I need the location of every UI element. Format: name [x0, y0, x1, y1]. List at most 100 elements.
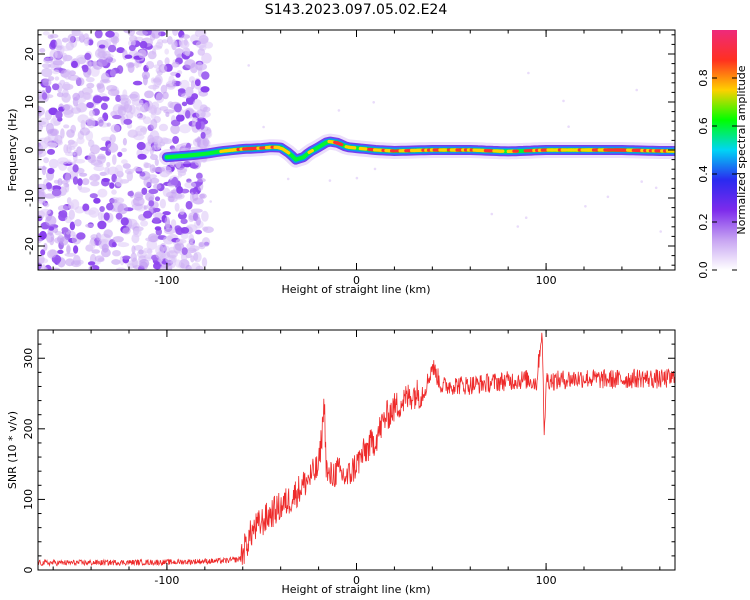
- noise-speckle: [204, 41, 213, 49]
- noise-speckle: [52, 69, 60, 75]
- noise-speckle: [115, 94, 122, 102]
- noise-speckle: [162, 91, 169, 100]
- noise-speckle: [112, 154, 117, 166]
- noise-speckle: [47, 34, 54, 39]
- noise-speckle: [61, 37, 69, 43]
- noise-speckle: [182, 47, 191, 55]
- noise-speckle: [148, 188, 159, 194]
- noise-speckle: [82, 178, 90, 186]
- noise-speckle: [170, 119, 181, 127]
- spectrogram-y-label: Frequency (Hz): [6, 109, 19, 192]
- noise-speckle: [184, 181, 197, 189]
- noise-speckle: [195, 216, 201, 226]
- noise-speckle: [120, 217, 129, 226]
- noise-speckle: [96, 153, 107, 164]
- noise-speckle: [145, 61, 155, 69]
- noise-speckle: [76, 57, 86, 64]
- ridge-peak: [335, 141, 344, 147]
- noise-speckle: [184, 59, 196, 69]
- noise-speckle: [160, 137, 169, 144]
- noise-speckle: [38, 255, 45, 264]
- noise-speckle: [106, 122, 112, 127]
- noise-speckle: [179, 79, 190, 90]
- noise-speckle: [45, 182, 53, 190]
- noise-speckle: [153, 183, 162, 190]
- noise-speckle: [190, 208, 203, 213]
- noise-speckle: [200, 131, 206, 139]
- noise-speckle: [59, 79, 66, 86]
- noise-speckle: [93, 197, 101, 204]
- noise-speckle: [172, 136, 180, 144]
- noise-speckle: [143, 176, 153, 188]
- noise-speckle: [203, 106, 211, 113]
- noise-speckle: [163, 235, 174, 245]
- noise-speckle: [164, 227, 176, 235]
- noise-speckle: [101, 136, 113, 142]
- snr-panel: -100 0 100 0 100 200 300 Height of straight li…: [6, 329, 676, 596]
- noise-speckle: [112, 236, 124, 243]
- noise-speckle: [337, 109, 341, 112]
- noise-speckle: [201, 237, 211, 248]
- noise-speckle: [175, 238, 187, 244]
- noise-speckle: [127, 259, 140, 266]
- noise-speckle: [185, 200, 193, 210]
- noise-speckle: [524, 216, 528, 219]
- noise-speckle: [88, 239, 96, 250]
- colorbar-ticks: 0.0 0.2 0.4 0.6 0.8: [697, 69, 737, 279]
- noise-speckle: [155, 92, 165, 104]
- noise-speckle: [72, 176, 79, 185]
- noise-speckle: [149, 177, 160, 184]
- chart-title: S143.2023.097.05.02.E24: [265, 2, 448, 18]
- noise-speckle: [123, 30, 133, 34]
- noise-speckle: [88, 110, 95, 117]
- noise-speckle: [201, 71, 210, 80]
- noise-speckle: [63, 183, 70, 188]
- noise-speckle: [72, 254, 81, 266]
- noise-speckle: [70, 107, 82, 114]
- noise-speckle: [52, 115, 57, 123]
- noise-speckle: [154, 158, 159, 166]
- noise-speckle: [39, 230, 47, 240]
- noise-speckle: [109, 134, 116, 144]
- noise-speckle: [162, 211, 171, 216]
- noise-speckle: [137, 153, 147, 160]
- noise-speckle: [128, 44, 136, 52]
- noise-speckle: [122, 163, 131, 169]
- noise-speckle: [45, 215, 57, 226]
- noise-speckle: [51, 267, 61, 270]
- noise-speckle: [38, 137, 51, 143]
- ridge-peak: [276, 145, 285, 151]
- noise-speckle: [132, 196, 145, 207]
- x-tick-label: -100: [154, 274, 179, 287]
- noise-speckle: [40, 266, 48, 270]
- noise-speckle: [103, 229, 113, 238]
- noise-speckle: [183, 161, 192, 168]
- noise-speckle: [61, 92, 71, 103]
- noise-speckle: [43, 57, 53, 64]
- noise-speckle: [139, 40, 148, 49]
- noise-speckle: [115, 212, 123, 220]
- noise-speckle: [185, 110, 191, 119]
- noise-speckle: [179, 124, 191, 134]
- noise-speckle: [175, 114, 185, 122]
- noise-speckle: [373, 167, 377, 171]
- noise-speckle: [171, 61, 180, 68]
- noise-speckle: [136, 30, 148, 36]
- noise-speckle: [97, 220, 107, 230]
- noise-speckle: [99, 206, 105, 212]
- noise-speckle: [154, 226, 162, 231]
- noise-speckle: [209, 200, 212, 203]
- noise-speckle: [38, 147, 44, 155]
- noise-speckle: [117, 151, 123, 158]
- noise-speckle: [162, 187, 171, 197]
- ridge-peak: [281, 147, 291, 155]
- noise-speckle: [106, 161, 111, 168]
- noise-speckle: [197, 48, 206, 56]
- noise-speckle: [140, 220, 149, 227]
- noise-speckle: [200, 86, 210, 93]
- noise-speckle: [199, 38, 209, 43]
- noise-speckle: [87, 117, 96, 129]
- noise-speckle: [59, 210, 68, 218]
- noise-speckle: [141, 187, 148, 195]
